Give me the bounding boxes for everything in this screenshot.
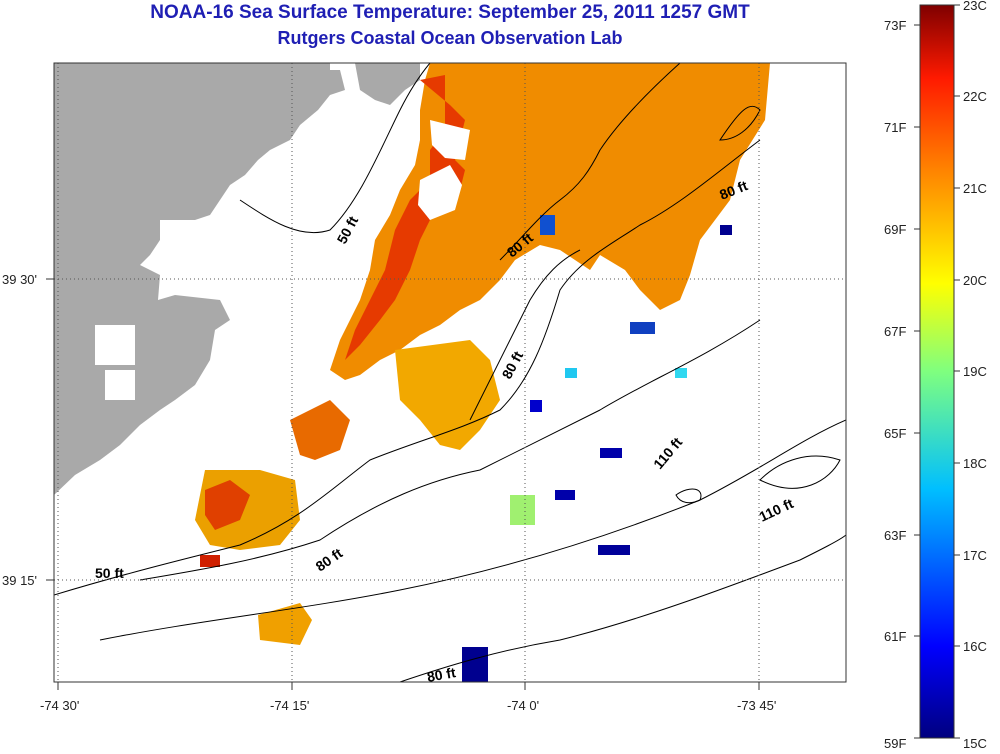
colorbar-f-label: 73F [884,18,906,33]
contour-label: 80 ft [426,664,457,685]
colorbar-c-label: 19C [963,364,987,379]
colorbar-c-label: 18C [963,456,987,471]
x-tick-label: -74 0' [507,698,539,713]
map-subtitle: Rutgers Coastal Ocean Observation Lab [277,28,623,48]
grid-lines [54,63,846,682]
colorbar-f-label: 67F [884,324,906,339]
colorbar-f-label: 63F [884,528,906,543]
colorbar-c-label: 22C [963,89,987,104]
map-area [54,63,846,682]
colorbar-ticks [914,4,960,739]
colorbar [919,4,955,739]
sst-pixels [195,63,770,682]
map-frame [53,62,847,683]
colorbar-c-label: 23C [963,0,987,13]
colorbar-f-label: 69F [884,222,906,237]
colorbar-f-label: 59F [884,736,906,751]
colorbar-c-label: 16C [963,639,987,654]
x-tick-label: -73 45' [737,698,776,713]
contour-label: 50 ft [95,565,124,581]
colorbar-c-label: 17C [963,548,987,563]
colorbar-c-label: 21C [963,181,987,196]
depth-contours [54,63,846,682]
colorbar-f-label: 65F [884,426,906,441]
y-tick-label: 39 15' [2,573,37,588]
axis-ticks [46,278,760,690]
x-tick-label: -74 15' [270,698,309,713]
colorbar-f-label: 71F [884,120,906,135]
colorbar-c-label: 20C [963,273,987,288]
y-tick-label: 39 30' [2,272,37,287]
map-title: NOAA-16 Sea Surface Temperature: Septemb… [150,2,750,23]
colorbar-f-label: 61F [884,629,906,644]
x-tick-label: -74 30' [40,698,79,713]
colorbar-c-label: 15C [963,736,987,751]
